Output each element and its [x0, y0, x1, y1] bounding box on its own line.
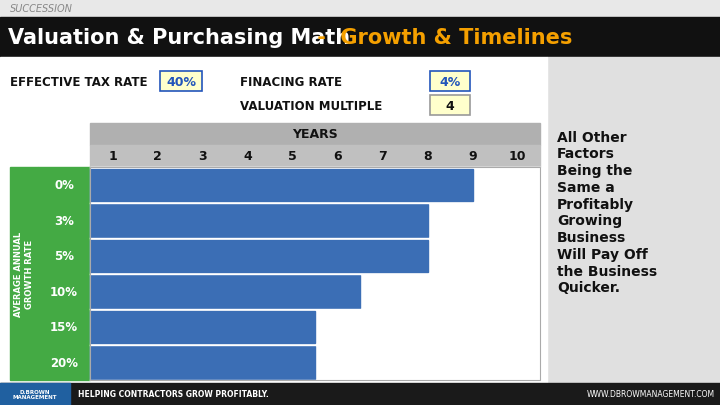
Bar: [90, 146, 540, 168]
Text: 4: 4: [243, 150, 252, 163]
Text: VALUATION MULTIPLE: VALUATION MULTIPLE: [240, 99, 382, 112]
Bar: [38, 168, 90, 203]
Text: YEARS: YEARS: [292, 128, 338, 141]
Bar: [90, 124, 540, 146]
Text: 8: 8: [423, 150, 432, 163]
Text: 2: 2: [153, 150, 162, 163]
Text: 4: 4: [446, 99, 454, 112]
Bar: [430, 96, 470, 116]
Text: HELPING CONTRACTORS GROW PROFITABLY.: HELPING CONTRACTORS GROW PROFITABLY.: [78, 390, 269, 399]
Bar: [0, 383, 70, 405]
Bar: [160, 72, 202, 92]
Text: FINACING RATE: FINACING RATE: [240, 75, 342, 88]
Bar: [0, 58, 547, 383]
Bar: [38, 345, 90, 380]
Text: 10: 10: [509, 150, 526, 163]
Bar: [430, 72, 470, 92]
Text: AVERAGE ANNUAL
GROWTH RATE: AVERAGE ANNUAL GROWTH RATE: [14, 231, 34, 316]
Bar: [90, 168, 540, 380]
Text: 10%: 10%: [50, 285, 78, 298]
Text: 1: 1: [108, 150, 117, 163]
Text: 15%: 15%: [50, 320, 78, 333]
Text: 6: 6: [333, 150, 342, 163]
Text: 5%: 5%: [54, 249, 74, 262]
Text: WWW.DBROWMANAGEMENT.COM: WWW.DBROWMANAGEMENT.COM: [587, 390, 715, 399]
Text: 7: 7: [378, 150, 387, 163]
Text: 3%: 3%: [54, 214, 74, 227]
Text: 5: 5: [288, 150, 297, 163]
Bar: [0, 383, 720, 405]
Text: EFFECTIVE TAX RATE: EFFECTIVE TAX RATE: [10, 75, 148, 88]
Text: All Other
Factors
Being the
Same a
Profitably
Growing
Business
Will Pay Off
the : All Other Factors Being the Same a Profi…: [557, 130, 657, 295]
Bar: [90, 311, 315, 343]
Text: SUCCESSION: SUCCESSION: [10, 4, 73, 14]
Bar: [10, 168, 38, 380]
Text: 0%: 0%: [54, 179, 74, 192]
Text: 40%: 40%: [166, 75, 196, 88]
Bar: [38, 274, 90, 309]
Bar: [90, 240, 428, 272]
Text: 4%: 4%: [439, 75, 461, 88]
Bar: [90, 205, 428, 237]
Bar: [90, 169, 472, 202]
Bar: [0, 18, 720, 58]
Text: 9: 9: [468, 150, 477, 163]
Bar: [0, 0, 720, 18]
Bar: [547, 58, 720, 383]
Bar: [90, 168, 540, 380]
Bar: [90, 275, 360, 308]
Bar: [38, 309, 90, 345]
Text: 20%: 20%: [50, 356, 78, 369]
Text: -  Growth & Timelines: - Growth & Timelines: [310, 28, 572, 48]
Text: D.BROWN
MANAGEMENT: D.BROWN MANAGEMENT: [13, 389, 58, 399]
Bar: [90, 346, 315, 379]
Text: Valuation & Purchasing Math: Valuation & Purchasing Math: [8, 28, 350, 48]
Bar: [38, 239, 90, 274]
Text: 3: 3: [198, 150, 207, 163]
Bar: [38, 203, 90, 239]
